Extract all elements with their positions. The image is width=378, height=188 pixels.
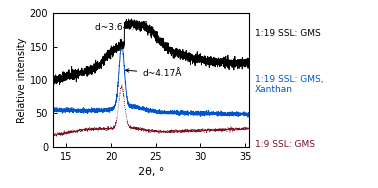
X-axis label: 2θ, °: 2θ, ° xyxy=(138,167,164,177)
Text: 1:19 SSL: GMS: 1:19 SSL: GMS xyxy=(255,29,321,38)
Text: 1:19 SSL: GMS,
Xanthan: 1:19 SSL: GMS, Xanthan xyxy=(255,75,324,94)
Y-axis label: Relative intensity: Relative intensity xyxy=(17,37,27,123)
Text: d~3.6-4.6 Å: d~3.6-4.6 Å xyxy=(94,23,149,32)
Text: 1:9 SSL: GMS: 1:9 SSL: GMS xyxy=(255,140,315,149)
Text: d~4.17Å: d~4.17Å xyxy=(125,69,182,78)
